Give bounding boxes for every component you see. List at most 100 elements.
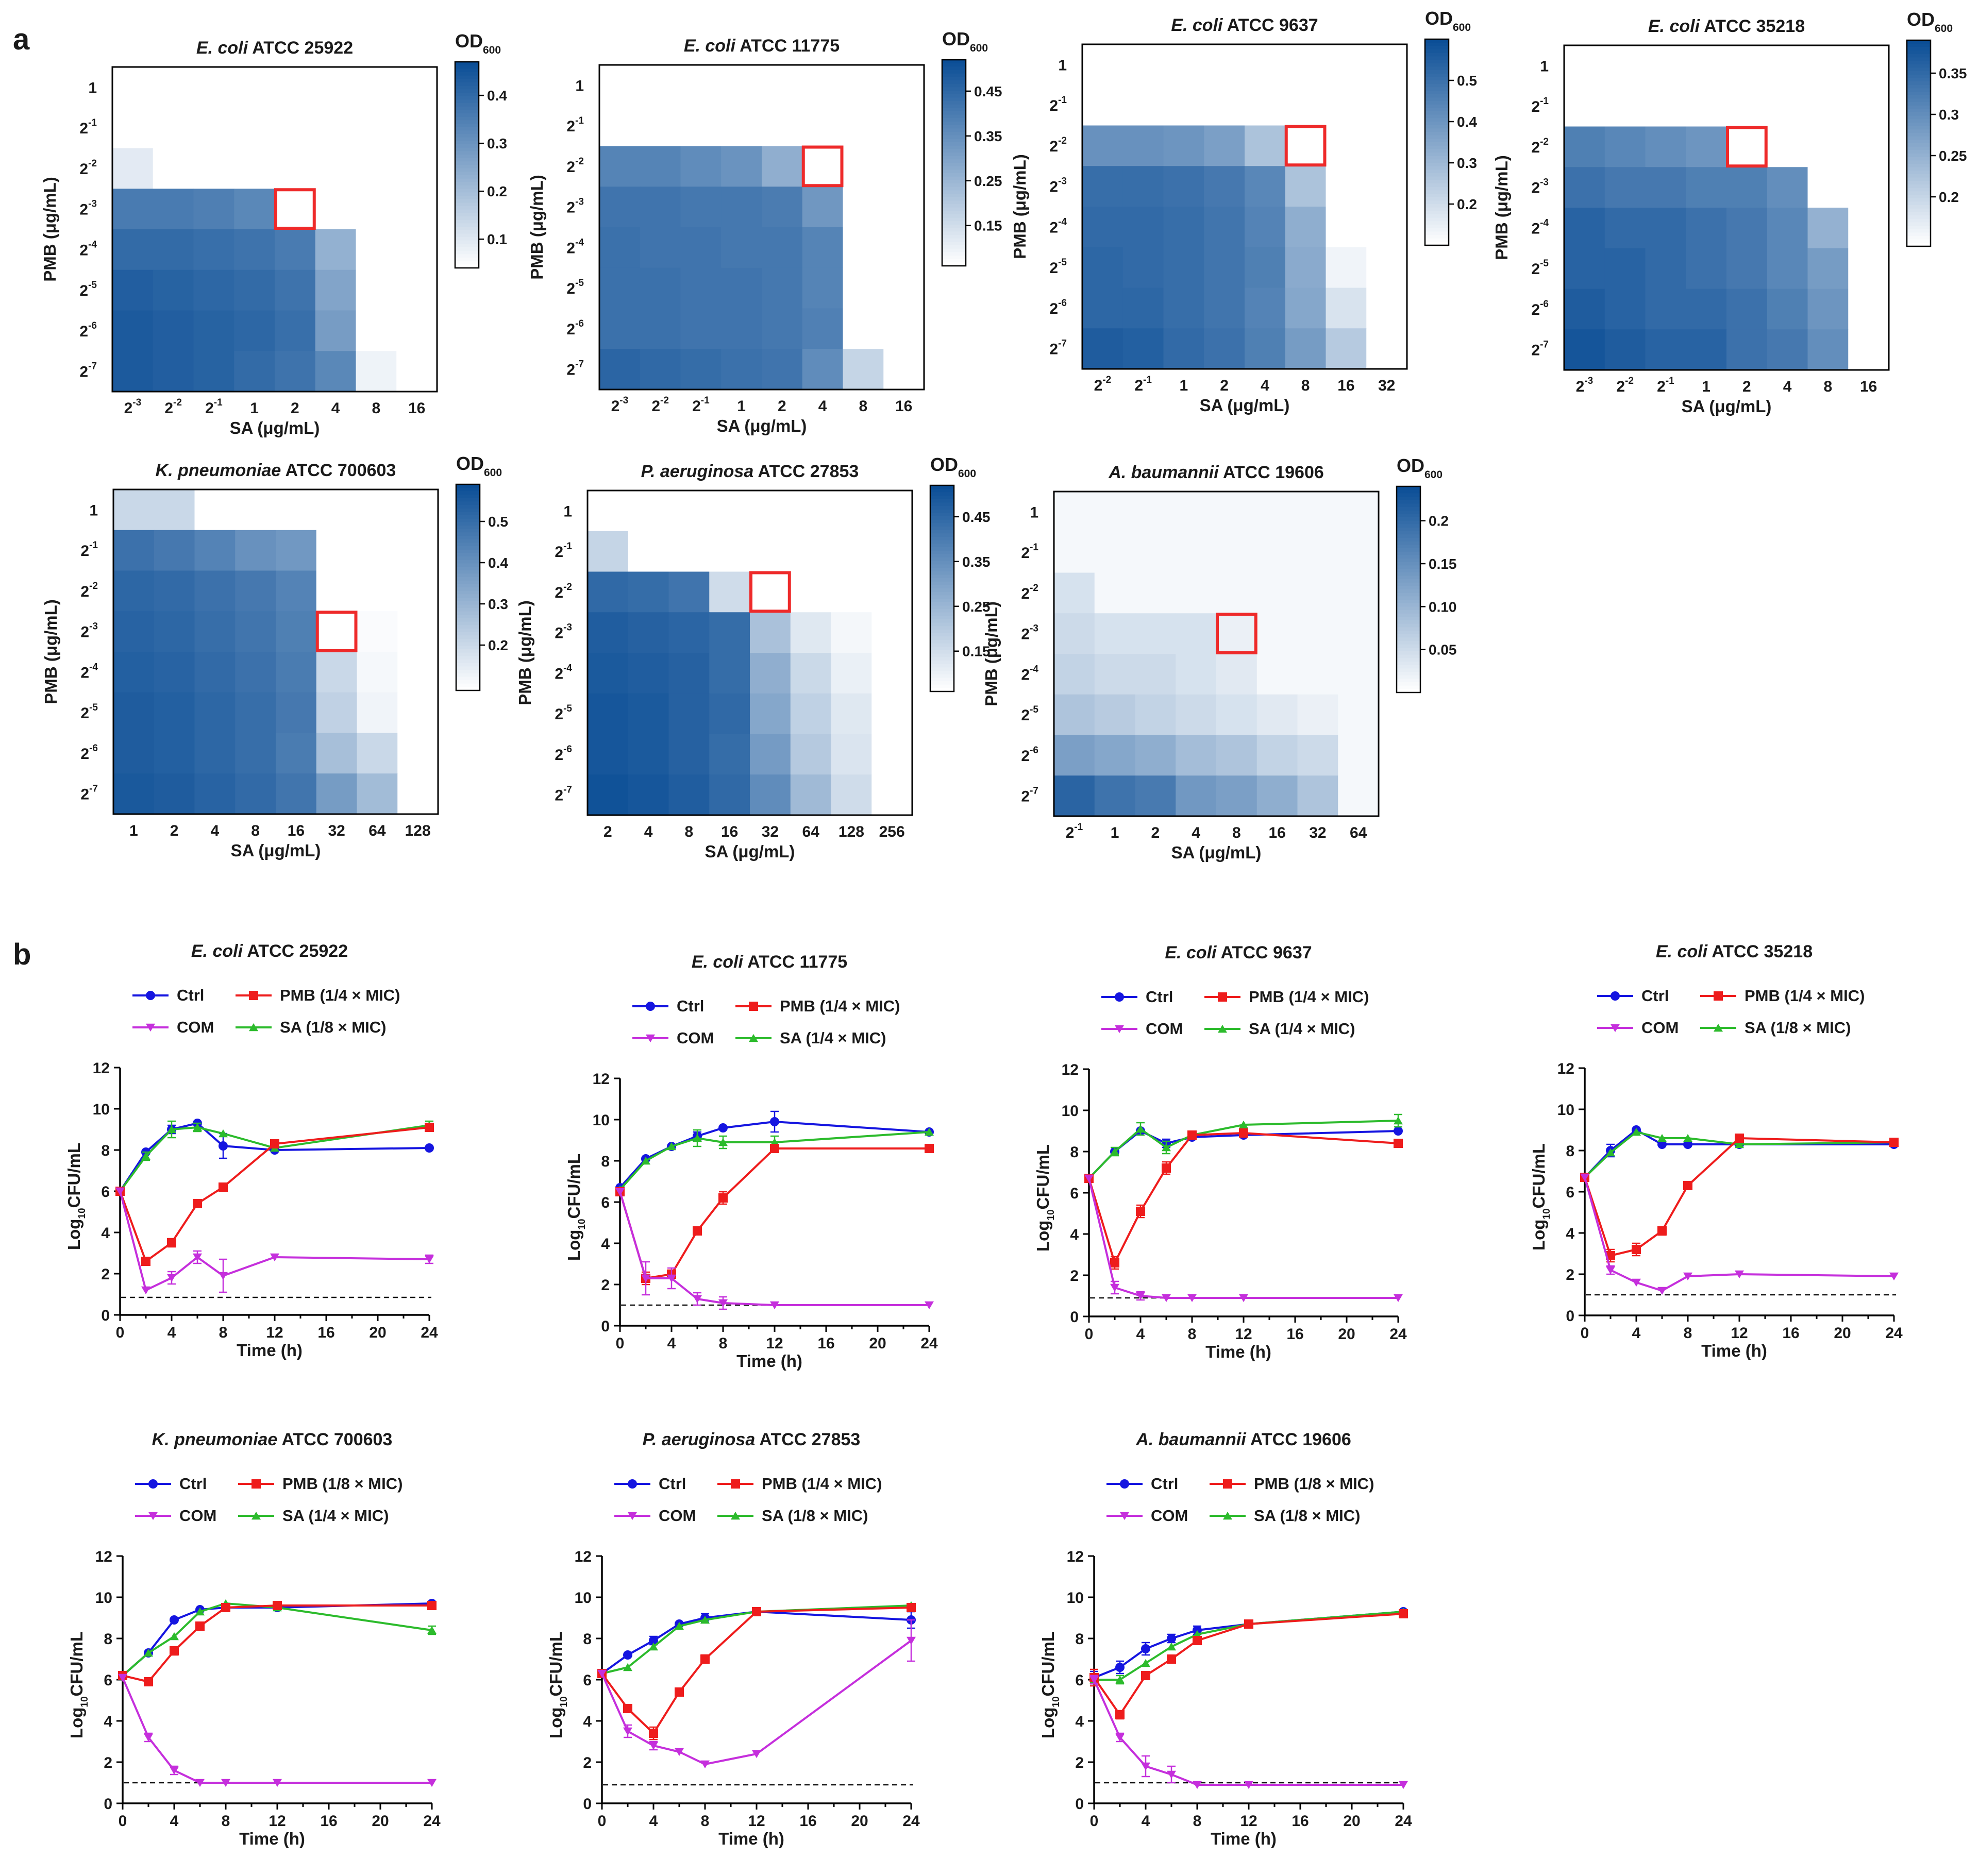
colorbar-segment [942,252,966,256]
series-line [601,1607,912,1735]
heatmap-cell [1285,166,1327,207]
heatmap-cell [1176,492,1217,533]
heatmap-cell [154,570,195,612]
x-tick-label: 32 [328,822,345,839]
heatmap-cell [640,227,681,268]
colorbar-segment [456,563,480,567]
data-point-marker [1115,1025,1124,1034]
colorbar-segment [1907,109,1931,113]
x-tick-label: 20 [851,1813,868,1830]
x-tick-label: 20 [372,1813,389,1830]
mic-box [749,571,791,613]
colorbar-segment [455,120,479,124]
x-tick-label: 8 [222,1813,230,1830]
x-tick-label: 8 [1188,1326,1197,1343]
colorbar-segment [456,532,480,536]
data-point-marker [170,1632,179,1641]
colorbar-tick-label: 0.4 [487,88,507,104]
heatmap-cell [1326,44,1367,86]
heatmap-cell [588,571,629,613]
x-tick-label: 16 [1286,1326,1303,1343]
y-tick-label: 6 [601,1194,610,1211]
heatmap-cell [356,310,397,351]
colorbar-segment [930,616,954,620]
heatmap-cell [154,611,195,652]
heatmap-cell [154,773,195,815]
colorbar-segment [942,197,966,201]
heatmap-cell [316,692,358,734]
colorbar-segment [930,599,954,603]
colorbar-segment [942,170,966,174]
colorbar-segment [1397,596,1420,600]
colorbar-segment [1907,218,1931,223]
colorbar-segment [942,225,966,229]
y-tick-label: 2-5 [79,280,97,299]
legend-entry: COM [1101,1020,1183,1038]
heatmap-cell [1204,247,1245,289]
heatmap-cell [802,308,844,349]
colorbar-segment [1397,569,1420,573]
x-tick-label: 2-2 [651,395,669,415]
colorbar-segment [456,615,480,619]
colorbar-tick-label: 0.05 [1429,642,1457,658]
heatmap-cell [356,148,397,189]
heatmap-cell [680,349,722,390]
colorbar-segment [455,223,479,227]
legend-entry: Ctrl [614,1475,686,1493]
legend-label: Ctrl [677,997,704,1015]
colorbar-segment [456,673,480,678]
colorbar-segment [1425,104,1449,109]
heatmap-cell [1054,654,1095,695]
colorbar-segment [930,612,954,617]
data-point-marker [170,1646,179,1655]
series-line [1088,1131,1399,1266]
colorbar-segment [930,561,954,565]
heatmap-cell [871,571,913,613]
heatmap-cell [750,491,791,532]
colorbar-segment [942,118,966,122]
legend-label: SA (1/8 × MIC) [1745,1019,1851,1037]
x-tick-label: 32 [1309,824,1326,841]
heatmap-cell [599,308,641,349]
colorbar-segment [1397,672,1420,676]
data-point-marker [1115,1733,1125,1742]
data-point-marker [1889,1272,1899,1281]
colorbar-segment [942,94,966,98]
heatmap-cell [709,612,750,653]
heatmap-cell [1204,288,1245,329]
colorbar-segment [456,567,480,571]
heatmap-cell [1082,84,1123,126]
colorbar-segment [1907,50,1931,55]
colorbar-segment [942,200,966,205]
y-tick-label: 6 [1566,1184,1574,1201]
x-tick-label: 12 [1731,1325,1748,1342]
colorbar-segment [455,254,479,258]
colorbar-segment [930,574,954,579]
heatmap-cell [680,187,722,228]
heatmap-cell [1256,735,1298,776]
heatmap-cell [1245,288,1286,329]
colorbar-segment [942,238,966,243]
data-point-marker [1193,1636,1202,1645]
heatmap-cell [1807,167,1849,208]
data-point-marker [1239,1128,1248,1138]
legend-entry: SA (1/4 × MIC) [238,1507,389,1525]
legend-label: Ctrl [1641,987,1669,1005]
colorbar-segment [942,204,966,208]
heatmap-cell [1338,654,1379,695]
heatmap-cell [843,227,884,268]
heatmap-cell [235,692,276,734]
colorbar-segment [455,227,479,231]
colorbar-segment [942,228,966,232]
heatmap-cell [1245,125,1286,166]
colorbar-segment [456,491,480,495]
colorbar-segment [942,101,966,105]
heatmap-cell [1122,84,1164,126]
colorbar-segment [456,484,480,488]
data-point-marker [1110,1147,1119,1156]
x-tick-label: 8 [685,823,694,840]
colorbar-segment [1397,668,1420,672]
heatmap-cell [762,308,803,349]
colorbar-title: OD600 [1907,9,1953,35]
colorbar-segment [456,642,480,647]
